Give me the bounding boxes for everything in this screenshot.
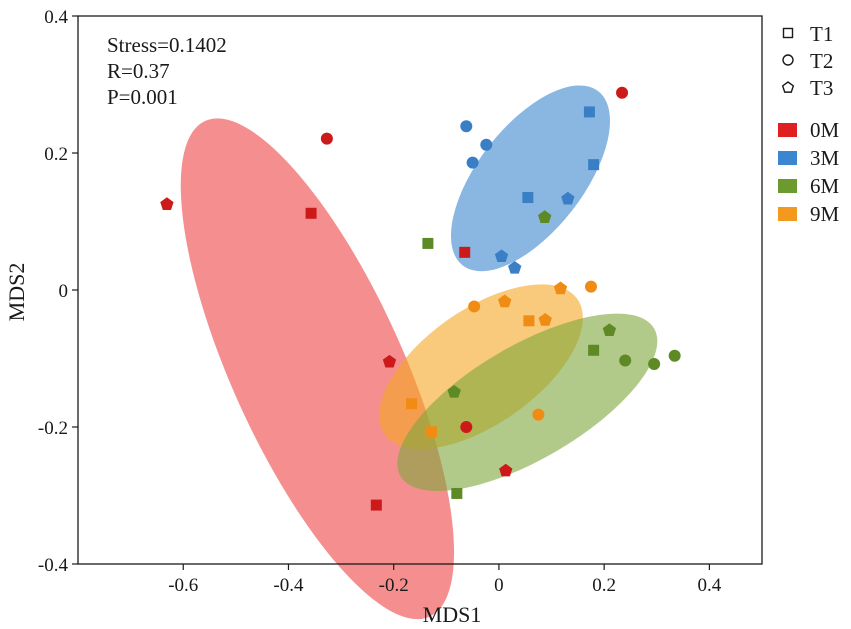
x-tick-label: -0.2 xyxy=(379,575,409,596)
y-axis-title: MDS2 xyxy=(4,263,29,322)
x-tick-label: 0.2 xyxy=(592,575,616,596)
legend: T1 T2 T3 0M 3M 6M 9M xyxy=(778,22,840,226)
point-6m-pentagon-8 xyxy=(447,384,461,398)
point-3m-circle-4 xyxy=(466,156,479,169)
point-3m-circle-1 xyxy=(460,120,473,133)
legend-label-t3: T3 xyxy=(810,76,833,100)
y-tick-label: -0.4 xyxy=(38,555,69,576)
data-points xyxy=(160,86,681,511)
group-ellipses xyxy=(180,85,658,620)
point-6m-pentagon-1 xyxy=(538,210,552,223)
ellipse-3m xyxy=(450,85,610,272)
point-6m-pentagon-3 xyxy=(602,323,617,336)
point-6m-circle-7 xyxy=(668,349,681,362)
point-3m-circle-3 xyxy=(480,138,493,151)
x-tick-label: -0.6 xyxy=(168,575,198,596)
point-6m-square-4 xyxy=(588,344,600,356)
legend-marker-t3 xyxy=(781,81,795,93)
point-0m-pentagon-6 xyxy=(382,354,397,368)
point-0m-pentagon-3 xyxy=(160,197,174,210)
r-annotation: R=0.37 xyxy=(107,59,170,83)
point-9m-circle-9 xyxy=(532,408,545,421)
point-0m-square-4 xyxy=(305,207,317,219)
x-tick-label: 0 xyxy=(494,575,504,596)
x-tick-label: -0.4 xyxy=(273,575,304,596)
point-9m-circle-4 xyxy=(468,300,481,313)
point-9m-square-7 xyxy=(406,398,418,410)
ellipse-0m xyxy=(180,118,455,620)
point-9m-pentagon-6 xyxy=(538,313,552,326)
x-axis-title: MDS1 xyxy=(423,602,482,627)
legend-swatch-3m xyxy=(778,151,797,165)
point-0m-square-5 xyxy=(459,246,471,258)
legend-swatch-9m xyxy=(778,207,797,221)
point-3m-square-2 xyxy=(583,106,595,118)
legend-label-t1: T1 xyxy=(810,22,833,46)
x-tick-label: 0.4 xyxy=(698,575,722,596)
y-tick-label: 0 xyxy=(59,281,69,302)
point-9m-circle-1 xyxy=(585,280,597,293)
legend-marker-t1 xyxy=(782,27,794,39)
point-9m-square-8 xyxy=(426,426,438,438)
point-3m-square-6 xyxy=(522,192,534,204)
point-3m-square-5 xyxy=(588,159,600,171)
point-3m-pentagon-7 xyxy=(561,191,575,205)
legend-swatch-6m xyxy=(778,179,797,193)
legend-label-0m: 0M xyxy=(810,118,840,142)
axis-ticks: -0.6 -0.4 -0.2 0 0.2 0.4 0.4 0.2 0 -0.2 -0.4 xyxy=(38,7,722,596)
point-9m-square-5 xyxy=(523,315,535,327)
point-9m-pentagon-2 xyxy=(553,281,568,295)
y-tick-label: -0.2 xyxy=(38,418,68,439)
point-6m-square-2 xyxy=(422,237,434,249)
point-9m-pentagon-3 xyxy=(498,294,512,308)
legend-swatch-0m xyxy=(778,123,797,137)
legend-label-t2: T2 xyxy=(810,49,833,73)
point-0m-circle-7 xyxy=(460,421,473,433)
p-annotation: P=0.001 xyxy=(107,85,178,109)
y-tick-label: 0.2 xyxy=(44,144,68,165)
legend-marker-t2 xyxy=(782,54,794,66)
point-3m-pentagon-9 xyxy=(508,261,522,274)
legend-label-9m: 9M xyxy=(810,202,840,226)
point-0m-square-9 xyxy=(370,499,382,511)
point-3m-pentagon-8 xyxy=(494,249,509,263)
point-0m-circle-2 xyxy=(320,132,333,145)
legend-label-6m: 6M xyxy=(810,174,840,198)
point-0m-pentagon-8 xyxy=(499,463,513,477)
ellipse-6m xyxy=(397,313,658,492)
y-tick-label: 0.4 xyxy=(44,7,68,28)
point-6m-circle-5 xyxy=(619,354,632,367)
point-6m-circle-6 xyxy=(648,357,661,370)
point-0m-circle-1 xyxy=(616,86,629,99)
point-6m-square-9 xyxy=(451,487,463,499)
legend-label-3m: 3M xyxy=(810,146,840,170)
stress-annotation: Stress=0.1402 xyxy=(107,33,227,57)
